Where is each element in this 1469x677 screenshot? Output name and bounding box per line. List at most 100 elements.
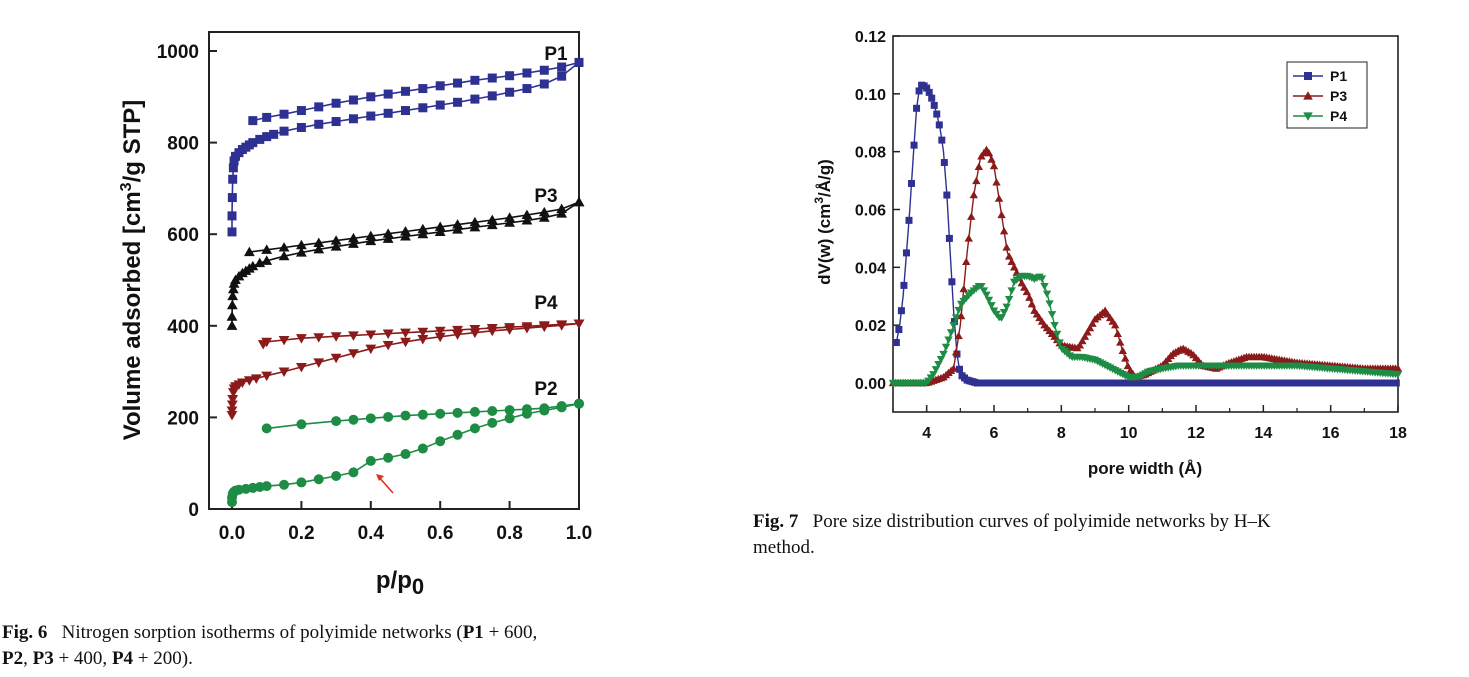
fig7-line-p1 (895, 84, 1398, 384)
fig6-point-p4 (237, 378, 248, 388)
fig6-series (226, 57, 585, 508)
fig7-point-p4 (987, 302, 996, 310)
fig6-point-p3 (330, 241, 342, 251)
fig6-point-p3 (434, 221, 446, 231)
fig6-point-p1 (435, 81, 445, 91)
fig6-point-p4 (243, 376, 255, 386)
fig6-point-p4 (330, 332, 342, 342)
fig6-series-p3 (226, 196, 585, 330)
fig6-point-p1 (296, 122, 306, 132)
fig6-series-label-p3: P3 (534, 186, 557, 207)
fig6-point-p3 (278, 242, 290, 252)
fig6-point-p2 (365, 413, 376, 424)
fig7-point-p4 (1002, 303, 1011, 311)
fig7-point-p3 (1025, 293, 1034, 301)
fig6-point-p1 (557, 71, 567, 81)
fig7-point-p1 (925, 88, 933, 96)
fig7-caption-text: Pore size distribution curves of polyimi… (812, 511, 1271, 532)
fig6-point-p1 (314, 102, 324, 112)
fig6-caption-p1: P1 (462, 622, 484, 643)
fig6-y-tick-label: 0 (188, 500, 199, 521)
fig7-x-tick-label: 12 (1187, 425, 1205, 442)
fig7-point-p4 (979, 287, 989, 295)
fig7-y-tick-label: 0.06 (855, 203, 886, 220)
fig6-point-p1 (331, 117, 341, 127)
fig7-point-p3 (997, 210, 1006, 219)
fig7-point-p3 (999, 226, 1009, 235)
fig6-point-p4 (365, 330, 377, 340)
fig7-point-p3 (1113, 329, 1122, 337)
fig7-point-p4 (1045, 300, 1054, 308)
fig7-point-p4 (951, 314, 961, 322)
fig7-point-p1 (910, 141, 918, 149)
fig6-chart: 0.0 0.2 0.4 0.6 0.8 1.0 0 200 400 600 800 1000 p/p… (118, 31, 592, 599)
fig7-point-p1 (935, 121, 943, 129)
fig7-point-p3 (1007, 257, 1016, 266)
fig6-point-p1 (227, 227, 237, 237)
fig6-point-p4 (556, 320, 568, 330)
fig6-point-p1 (227, 193, 237, 203)
fig6-point-p1 (227, 211, 237, 221)
fig7-point-p4 (946, 329, 956, 337)
fig6-point-p3 (365, 235, 377, 246)
fig6-point-p3 (417, 223, 429, 234)
fig7-legend-marker-p1 (1304, 72, 1312, 80)
fig6-x-axis-label: p/p0 (376, 567, 424, 599)
fig7-point-p3 (1010, 263, 1019, 271)
fig7-y-ticks: 0.00 0.02 0.04 0.06 0.08 0.10 0.12 (855, 29, 900, 393)
fig6-point-p2 (383, 411, 394, 422)
fig7-point-p1 (897, 307, 905, 315)
fig6-point-p2 (521, 404, 532, 415)
fig6-point-p1 (418, 103, 428, 113)
fig7-point-p1 (940, 159, 948, 167)
fig7-point-p1 (955, 365, 963, 373)
fig7-point-p4 (1040, 282, 1049, 291)
fig7-point-p4 (1047, 311, 1057, 319)
fig7-y-tick-label: 0.08 (855, 145, 886, 162)
fig7-series-p4 (888, 272, 1403, 388)
fig6-point-p1 (229, 156, 239, 166)
fig7-point-p4 (1037, 275, 1047, 283)
fig7-point-p3 (987, 155, 996, 163)
fig6-y-tick-label: 800 (167, 134, 199, 155)
fig7-point-p4 (931, 366, 941, 374)
fig6-point-p1 (228, 174, 238, 184)
fig6-point-p2 (261, 481, 272, 492)
fig6-series-label-p2: P2 (534, 379, 557, 400)
fig6-point-p3 (504, 212, 515, 222)
fig7-y-tick-label: 0.04 (855, 260, 886, 277)
fig6-point-p2 (556, 400, 567, 411)
fig6-point-p4 (434, 332, 446, 343)
fig6-point-p1 (401, 86, 410, 96)
fig7-x-tick-label: 18 (1389, 425, 1407, 442)
fig6-point-p3 (330, 235, 342, 245)
fig7-point-p1 (900, 281, 908, 289)
fig6-point-p4 (226, 406, 238, 416)
fig6-point-p1 (418, 84, 428, 94)
fig6-point-p1 (453, 97, 463, 107)
fig6-point-p1 (557, 62, 567, 72)
fig6-point-p4 (521, 322, 533, 332)
fig6-point-p1 (314, 119, 324, 129)
fig7-x-tick-label: 4 (922, 425, 931, 442)
fig6-point-p3 (382, 228, 394, 238)
fig7-point-p3 (1085, 323, 1095, 332)
fig6-plot-frame (208, 31, 580, 510)
fig6-x-tick-label: 0.2 (288, 523, 314, 544)
fig6-series-p2 (227, 398, 584, 508)
fig6-point-p2 (487, 405, 498, 416)
fig7-point-p1 (943, 191, 951, 199)
fig6-point-p4 (417, 335, 429, 345)
fig6-point-p3 (486, 219, 498, 230)
fig7-point-p3 (1393, 364, 1403, 372)
fig7-point-p4 (1052, 330, 1062, 339)
fig7-point-p1 (930, 101, 938, 109)
fig7-point-p3 (964, 234, 973, 242)
fig7-point-p1 (902, 249, 910, 257)
fig6-series-label-p1: P1 (544, 44, 568, 65)
fig6-point-p4 (365, 344, 377, 355)
fig6-point-p2 (539, 403, 550, 414)
fig7-x-ticks: 4 6 8 10 12 14 16 18 (892, 405, 1407, 442)
fig6-point-p1 (453, 78, 463, 88)
